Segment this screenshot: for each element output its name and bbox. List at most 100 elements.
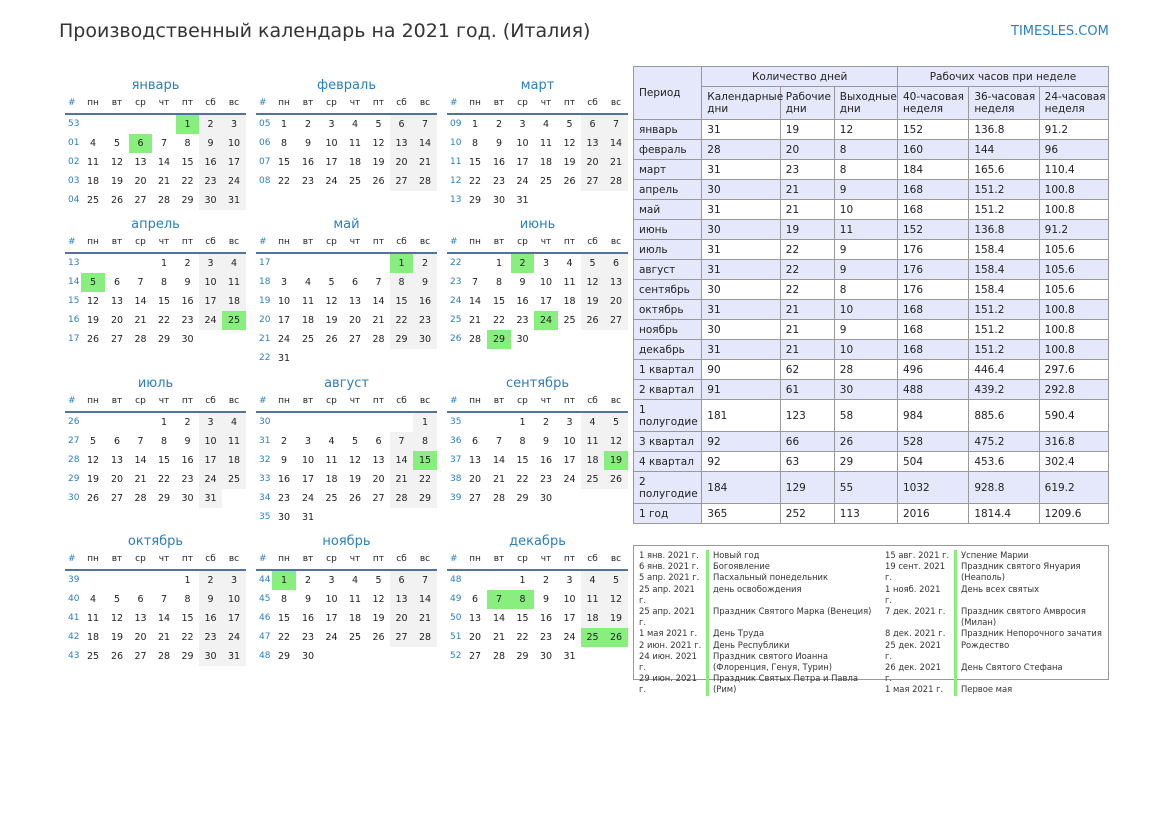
weekday-header: вс (222, 393, 246, 413)
day-cell (272, 254, 296, 273)
day-cell: 23 (539, 632, 553, 643)
day-cell: 8 (390, 273, 413, 292)
table-cell: 92 (701, 451, 781, 472)
day-cell: 16 (539, 455, 553, 466)
week-number: 24 (450, 296, 462, 306)
day-cell (463, 571, 487, 590)
day-cell: 18 (325, 474, 338, 485)
day-cell: 15 (413, 451, 437, 470)
weekday-header: сб (199, 551, 222, 571)
table-cell: 100.8 (1038, 299, 1110, 320)
day-cell: 29 (413, 489, 437, 508)
week-number: 17 (259, 258, 271, 268)
day-cell: 20 (110, 474, 124, 485)
day-cell: 9 (542, 594, 550, 605)
table-cell: 23 (779, 159, 835, 180)
weekday-header: пн (81, 234, 105, 254)
table-cell: 129 (779, 471, 835, 504)
day-cell: 5 (581, 254, 604, 273)
day-cell: 5 (328, 277, 335, 288)
weekday-header: чт (343, 234, 367, 254)
day-cell: 2 (542, 417, 550, 428)
table-cell: 158.4 (968, 239, 1040, 260)
day-cell: 24 (563, 474, 576, 485)
week-number: 02 (68, 157, 80, 167)
table-cell: 168 (896, 199, 970, 220)
day-cell (390, 508, 413, 527)
period-label: 1 квартал (632, 359, 703, 380)
week-number: 22 (450, 258, 462, 268)
day-cell (390, 413, 413, 432)
day-cell: 24 (325, 632, 338, 643)
holiday-date: 2 июн. 2021 г. (639, 639, 709, 651)
table-cell: 151.2 (968, 339, 1040, 360)
day-cell: 6 (471, 436, 479, 447)
week-number: 05 (259, 119, 271, 129)
day-cell: 17 (539, 296, 553, 307)
day-cell: 30 (492, 195, 506, 206)
week-number: 39 (68, 575, 80, 585)
day-cell: 17 (301, 474, 315, 485)
holiday-date: 1 мая 2021 г. (885, 684, 957, 696)
day-cell (105, 413, 129, 432)
weekday-header: пн (463, 234, 487, 254)
holiday-item: 15 авг. 2021 г. Успение Марии (885, 550, 1103, 562)
period-label: декабрь (632, 339, 703, 360)
table-row: июнь 30 19 11 152 136.8 91.2 (632, 219, 1110, 240)
week-number: 29 (68, 474, 80, 484)
day-cell: 19 (110, 632, 124, 643)
weekday-header: сб (199, 95, 222, 115)
month-calendar: август # пн вт ср чт пт сб вс 30 1 31 2 3 4 5 6 7 8 32 9 10 11… (256, 374, 437, 527)
day-cell: 12 (348, 455, 362, 466)
day-cell: 23 (413, 311, 437, 330)
weekday-header: сб (581, 393, 604, 413)
day-cell (558, 191, 581, 210)
table-cell: 123 (779, 399, 835, 432)
weekday-header: пн (81, 95, 105, 115)
day-cell: 3 (280, 277, 288, 288)
day-cell: 26 (581, 311, 604, 330)
site-logo-link[interactable]: TIMESLES.COM (1011, 24, 1109, 39)
day-cell: 3 (222, 115, 246, 134)
period-label: июнь (632, 219, 703, 240)
month-name: август (324, 376, 369, 391)
day-cell: 19 (372, 157, 385, 168)
week-number: 21 (259, 334, 271, 344)
week-number: 26 (68, 417, 80, 427)
table-cell: 28 (701, 139, 781, 160)
weekday-header: вс (604, 95, 628, 115)
table-cell: 152 (896, 219, 970, 240)
day-cell (463, 254, 487, 273)
day-cell: 28 (413, 628, 437, 647)
weekday-header: чт (152, 393, 176, 413)
table-row: август 31 22 9 176 158.4 105.6 (632, 259, 1110, 280)
weekday-header: # (256, 234, 272, 254)
weekday-header: пт (558, 551, 581, 571)
day-cell: 26 (372, 176, 385, 187)
day-cell: 11 (222, 432, 246, 451)
weekday-header: пт (558, 234, 581, 254)
day-cell (222, 330, 246, 349)
month-days-grid: # пн вт ср чт пт сб вс 13 1 2 3 4 14 5 6 7 8 9 10 11 15 12 13 14… (65, 234, 246, 349)
holiday-name: День Труда (713, 628, 765, 639)
day-cell: 4 (351, 575, 359, 586)
day-cell: 7 (390, 432, 413, 451)
day-cell: 26 (372, 632, 385, 643)
day-cell (413, 647, 437, 666)
day-cell: 19 (348, 474, 362, 485)
day-cell: 7 (137, 277, 144, 288)
day-cell: 29 (468, 195, 482, 206)
holiday-name: Пасхальный понедельник (713, 572, 829, 583)
period-label: март (632, 159, 703, 180)
month-name: июнь (519, 217, 556, 232)
day-cell: 9 (199, 134, 222, 153)
day-cell: 15 (468, 157, 482, 168)
day-cell: 20 (390, 609, 413, 628)
day-cell: 26 (110, 195, 124, 206)
table-cell: 92 (701, 431, 781, 452)
weekday-header: вс (413, 551, 437, 571)
holiday-date: 1 нояб. 2021 г. (885, 583, 957, 607)
weekday-header: пт (558, 95, 581, 115)
weekday-header: вс (604, 393, 628, 413)
day-cell: 1 (390, 254, 413, 273)
